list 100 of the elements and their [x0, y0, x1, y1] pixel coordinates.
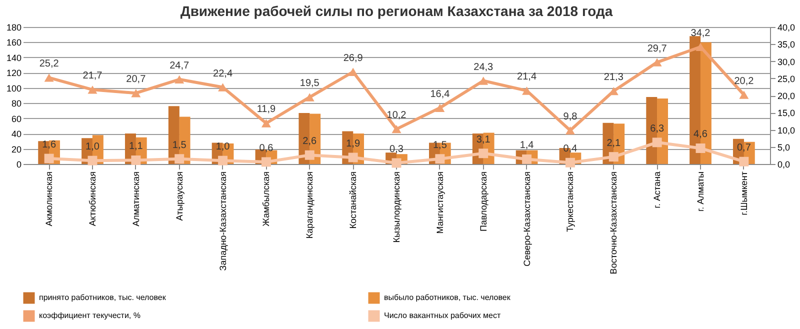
point — [131, 88, 141, 98]
data-label: 3,1 — [476, 134, 491, 146]
x-tick-label: Жамбылская — [261, 171, 272, 226]
point — [478, 76, 488, 85]
data-label: 1,4 — [520, 140, 534, 152]
point — [696, 42, 706, 51]
point — [304, 150, 314, 160]
data-label: 22,4 — [213, 68, 233, 80]
point — [435, 154, 445, 164]
y-tick-label: 0 — [16, 160, 22, 170]
data-label: 24,3 — [474, 62, 494, 73]
point — [565, 126, 575, 135]
y-tick-label: 60 — [11, 114, 22, 124]
x-tick-label: Туркестанская — [565, 171, 576, 232]
point — [218, 156, 228, 166]
y2-tick-label: 35,0 — [778, 40, 796, 50]
y-tick-label: 80 — [11, 98, 22, 109]
point — [435, 104, 445, 112]
y-tick-label: 180 — [6, 22, 22, 32]
x-tick-label: г.Шымкент — [738, 172, 749, 216]
point — [392, 124, 402, 134]
x-tick-label: Алматинская — [130, 171, 141, 226]
data-label: 19,5 — [300, 78, 320, 90]
data-label: 2,1 — [606, 138, 622, 149]
data-label: 1,0 — [86, 142, 100, 153]
point — [608, 152, 618, 162]
y2-tick-label: 15,0 — [778, 108, 796, 118]
x-tick-label: г. Астана — [652, 172, 662, 208]
data-label: 0,4 — [563, 144, 578, 155]
point — [565, 158, 575, 168]
data-label: 1,6 — [42, 140, 56, 151]
y-tick-label: 40 — [11, 129, 22, 140]
point — [88, 86, 98, 94]
data-label: 21,7 — [82, 70, 103, 82]
x-tick-label: Северо-Казахстанская — [522, 171, 532, 266]
data-label: 1,1 — [128, 141, 144, 152]
legend-label: коэффициент текучести, % — [39, 311, 140, 320]
x-tick-label: Акмолинская — [44, 171, 54, 226]
x-tick-label: Восточно-Казахстанская — [608, 171, 619, 274]
x-tick-label: Костанайская — [348, 171, 358, 229]
data-label: 9,8 — [563, 111, 578, 122]
point — [392, 158, 402, 168]
y-tick-label: 100 — [6, 83, 22, 94]
y2-tick-label: 40,0 — [778, 22, 796, 32]
point — [88, 156, 98, 166]
y2-tick-label: 0,0 — [778, 160, 790, 170]
data-label: 26,9 — [343, 52, 364, 64]
data-label: 21,3 — [604, 72, 624, 84]
data-label: 6,3 — [650, 123, 664, 134]
y-tick-label: 160 — [6, 38, 22, 48]
y2-tick-label: 25,0 — [778, 74, 796, 84]
y-tick-label: 120 — [6, 68, 22, 78]
legend-label: Число вакантных рабочих мест — [384, 311, 501, 320]
point — [261, 157, 271, 167]
data-label: 16,4 — [430, 88, 450, 100]
data-label: 24,7 — [170, 60, 190, 72]
x-tick-label: Атырауская — [174, 171, 184, 221]
data-label: 21,4 — [517, 72, 537, 83]
y2-tick-label: 30,0 — [778, 56, 796, 67]
y2-tick-label: 5,0 — [778, 142, 790, 152]
x-tick-label: г. Алматы — [696, 172, 706, 212]
point — [478, 148, 488, 158]
data-label: 10,2 — [386, 110, 407, 122]
point — [652, 138, 662, 148]
x-tick-label: Актюбинская — [87, 171, 98, 226]
point — [44, 74, 54, 82]
y-tick-label: 140 — [6, 52, 22, 63]
x-tick-label: Павлодарская — [478, 171, 488, 232]
x-tick-label: Карагандинская — [304, 171, 315, 239]
point — [174, 75, 184, 84]
y-tick-label: 20 — [11, 144, 22, 154]
legend-label: выбыло работников, тыс. человек — [384, 293, 511, 302]
data-label: 20,7 — [126, 74, 146, 86]
point — [348, 152, 358, 162]
legend-label: принято работников, тыс. человек — [39, 293, 166, 302]
x-tick-label: Кызылординская — [392, 171, 402, 243]
point — [522, 154, 532, 164]
data-label: 34,2 — [690, 28, 711, 39]
data-label: 29,7 — [647, 43, 668, 54]
data-label: 2,6 — [302, 136, 318, 148]
data-label: 0,3 — [390, 144, 404, 155]
data-label: 1,5 — [172, 140, 187, 151]
data-label: 20,2 — [734, 76, 754, 87]
chart-title: Движение рабочей силы по регионам Казахстана за 2018 года — [180, 3, 613, 19]
data-label: 11,9 — [256, 104, 276, 116]
point — [739, 156, 749, 166]
point — [131, 155, 141, 165]
data-label: 1,0 — [216, 142, 230, 153]
y2-tick-label: 10,0 — [778, 125, 796, 136]
point — [696, 144, 706, 153]
point — [304, 93, 314, 102]
data-label: 1,5 — [432, 140, 448, 151]
point — [261, 119, 271, 128]
data-label: 0,7 — [736, 142, 752, 154]
point — [739, 90, 749, 99]
y2-tick-label: 20,0 — [778, 91, 796, 101]
point — [348, 68, 358, 76]
data-label: 25,2 — [39, 58, 60, 70]
point — [174, 154, 184, 164]
point — [44, 154, 54, 164]
